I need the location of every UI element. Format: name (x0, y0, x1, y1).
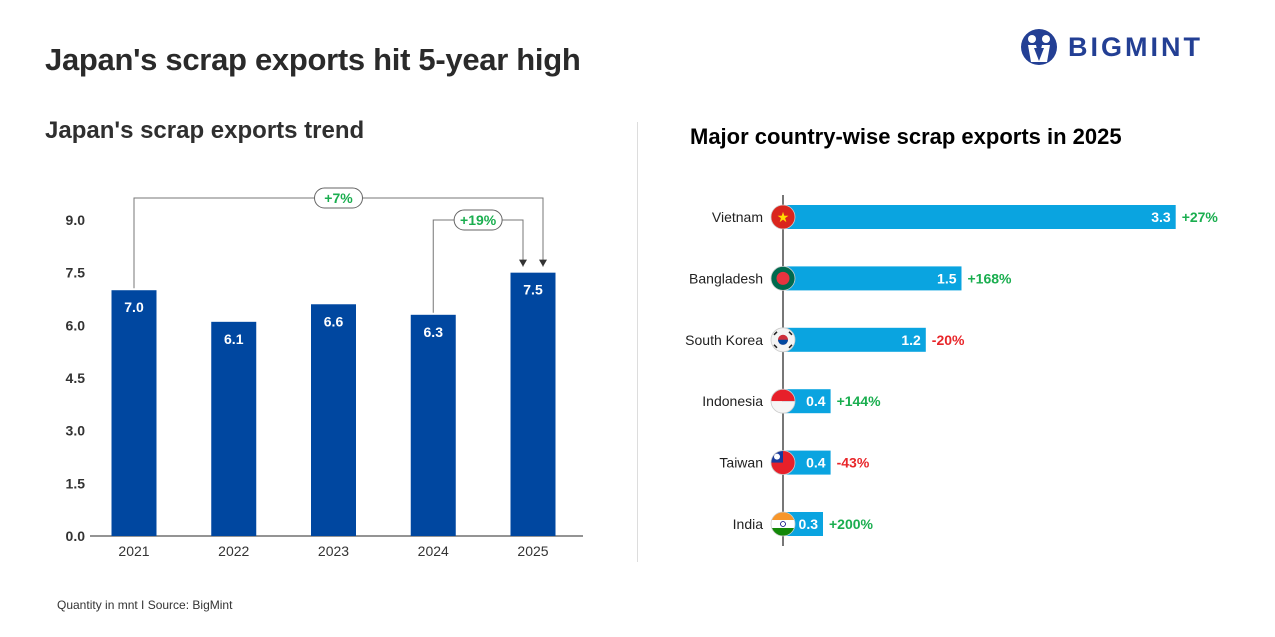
category-label: Indonesia (702, 393, 763, 409)
logo-text: BIGMINT (1068, 31, 1203, 62)
exports-trend-chart: 0.0 1.5 3.0 4.5 6.0 7.5 9.0 7.0 2021 6.1 2022 6.6 20… (66, 187, 583, 559)
data-label: 0.4 (806, 393, 826, 409)
category-label: South Korea (685, 332, 763, 348)
change-label: +27% (1182, 209, 1219, 225)
category-label: Vietnam (712, 209, 763, 225)
bar-2024 (410, 314, 456, 536)
data-label: 7.0 (124, 299, 144, 315)
change-label: +144% (837, 393, 882, 409)
bigmint-logo: BIGMINT (1020, 28, 1203, 66)
bangladesh-flag-icon (770, 265, 796, 291)
annotation-badge (453, 209, 503, 231)
data-label: 0.4 (806, 455, 826, 471)
data-label: 0.3 (799, 516, 819, 532)
bar-2023 (311, 304, 356, 536)
x-tick-label: 2023 (318, 543, 349, 559)
india-flag-icon (770, 511, 796, 537)
svg-text:★: ★ (777, 209, 790, 225)
bar-2021 (111, 290, 157, 536)
bar-South Korea (783, 327, 926, 352)
change-label: +168% (968, 270, 1013, 286)
source-note: Quantity in mnt I Source: BigMint (57, 598, 233, 612)
south-korea-flag-icon (770, 327, 796, 353)
category-label: Taiwan (719, 455, 763, 471)
annotation-badge (314, 187, 363, 209)
bar-2022 (211, 321, 257, 536)
arrow-icon (519, 259, 527, 267)
category-label: Bangladesh (689, 270, 763, 286)
data-label: 6.6 (324, 313, 344, 329)
category-label: India (733, 516, 764, 532)
bar-Bangladesh (783, 266, 962, 291)
bar-2025 (510, 272, 556, 536)
x-tick-label: 2024 (418, 543, 449, 559)
indonesia-flag-icon (770, 388, 796, 414)
y-tick-label: 3.0 (66, 423, 86, 439)
bar-Vietnam (783, 205, 1176, 229)
x-tick-label: 2022 (218, 543, 249, 559)
y-tick-label: 7.5 (66, 265, 86, 281)
vietnam-flag-icon: ★ (770, 204, 796, 230)
y-tick-label: 4.5 (66, 370, 86, 386)
data-label: 7.5 (523, 282, 543, 298)
country-exports-chart: 3.3 +27% Vietnam ★ 1.5 +168% Bangladesh 1.2 -20%… (685, 195, 1219, 546)
change-label: -43% (837, 455, 870, 471)
y-tick-label: 9.0 (66, 212, 86, 228)
change-label: +200% (829, 516, 874, 532)
annotation-label: +7% (324, 190, 353, 206)
annotation-label: +19% (460, 212, 497, 228)
data-label: 3.3 (1151, 209, 1171, 225)
arrow-icon (539, 259, 547, 267)
data-label: 1.2 (901, 332, 921, 348)
left-chart-title: Japan's scrap exports trend (45, 117, 365, 144)
y-tick-label: 1.5 (66, 475, 86, 491)
x-tick-label: 2021 (118, 543, 149, 559)
bigmint-logo-icon (1021, 29, 1057, 65)
right-chart-title: Major country-wise scrap exports in 2025 (690, 124, 1122, 149)
divider (637, 122, 638, 562)
data-label: 6.3 (424, 324, 444, 340)
x-tick-label: 2025 (517, 543, 548, 559)
change-label: -20% (932, 332, 965, 348)
data-label: 6.1 (224, 331, 244, 347)
y-tick-label: 6.0 (66, 317, 86, 333)
taiwan-flag-icon (770, 450, 796, 476)
y-tick-label: 0.0 (66, 528, 86, 544)
data-label: 1.5 (937, 270, 957, 286)
page-title: Japan's scrap exports hit 5-year high (45, 42, 581, 77)
annotation-line (432, 219, 524, 313)
